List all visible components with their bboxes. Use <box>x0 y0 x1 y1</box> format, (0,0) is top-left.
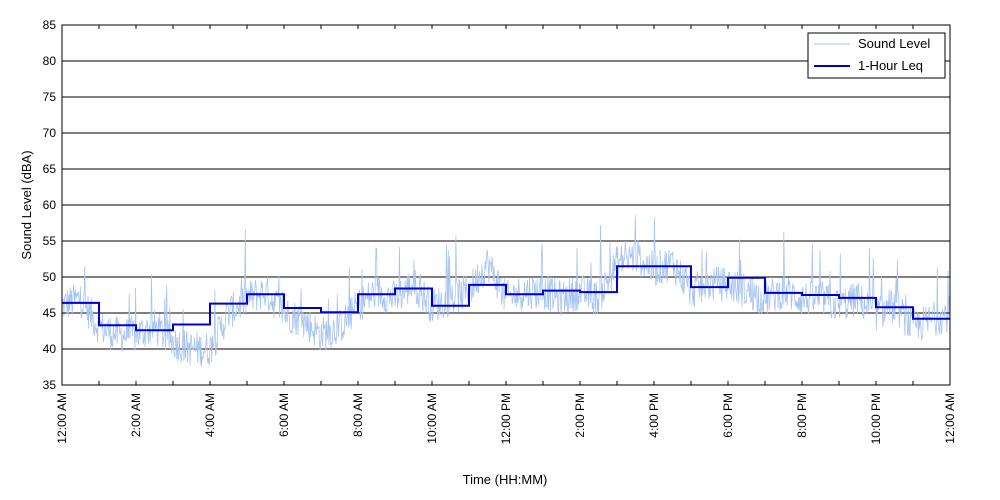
y-tick-label: 70 <box>43 126 57 140</box>
x-tick-label: 10:00 PM <box>869 393 883 444</box>
y-tick-label: 45 <box>43 306 57 320</box>
y-tick-label: 80 <box>43 54 57 68</box>
legend-label-sound-level: Sound Level <box>858 36 930 51</box>
y-tick-label: 65 <box>43 162 57 176</box>
x-tick-label: 6:00 AM <box>277 393 291 437</box>
y-tick-label: 35 <box>43 378 57 392</box>
y-axis-title: Sound Level (dBA) <box>19 150 34 259</box>
x-tick-label: 2:00 AM <box>129 393 143 437</box>
x-axis-title: Time (HH:MM) <box>463 472 548 487</box>
leq-series <box>62 265 950 332</box>
y-tick-label: 75 <box>43 90 57 104</box>
x-tick-label: 6:00 PM <box>721 393 735 438</box>
y-axis-ticks: 35 40 45 50 55 60 65 70 75 80 85 <box>43 18 950 392</box>
y-tick-label: 55 <box>43 234 57 248</box>
x-tick-label: 10:00 AM <box>425 393 439 444</box>
legend-box <box>807 32 946 79</box>
y-tick-label: 60 <box>43 198 57 212</box>
x-tick-label: 12:00 AM <box>943 393 957 444</box>
x-tick-label: 8:00 AM <box>351 393 365 437</box>
y-tick-label: 40 <box>43 342 57 356</box>
x-tick-label: 4:00 AM <box>203 393 217 437</box>
legend-label-leq: 1-Hour Leq <box>858 58 923 73</box>
x-axis-ticks: 12:00 AM 2:00 AM 4:00 AM 6:00 AM 8:00 AM 10:0… <box>55 25 957 444</box>
x-tick-label: 4:00 PM <box>647 393 661 438</box>
x-tick-label: 8:00 PM <box>795 393 809 438</box>
legend: Sound Level 1-Hour Leq <box>807 32 946 79</box>
x-tick-label: 2:00 PM <box>573 393 587 438</box>
y-tick-label: 50 <box>43 270 57 284</box>
leq-step-line <box>62 265 950 332</box>
x-tick-label: 12:00 AM <box>55 393 69 444</box>
x-tick-label: 12:00 PM <box>499 393 513 444</box>
y-tick-label: 85 <box>43 18 57 32</box>
